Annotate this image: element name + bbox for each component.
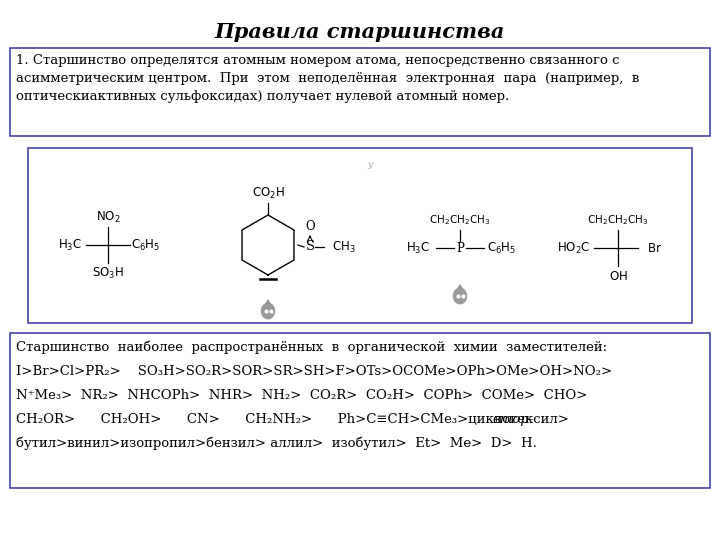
- Text: $\mathrm{CO_2H}$: $\mathrm{CO_2H}$: [251, 185, 284, 200]
- Text: P: P: [456, 241, 464, 254]
- Text: $\mathrm{C_6H_5}$: $\mathrm{C_6H_5}$: [131, 238, 161, 253]
- Text: $\mathrm{CH_2CH_2CH_3}$: $\mathrm{CH_2CH_2CH_3}$: [429, 213, 490, 227]
- Text: $\mathrm{H_3C}$: $\mathrm{H_3C}$: [58, 238, 82, 253]
- Text: Правила старшинства: Правила старшинства: [215, 22, 505, 42]
- Text: y: y: [367, 160, 373, 169]
- Text: бутил>винил>изопропил>бензил> аллил>  изобутил>  Et>  Me>  D>  H.: бутил>винил>изопропил>бензил> аллил> изо…: [16, 437, 537, 450]
- Bar: [28, 148, 692, 323]
- Text: S: S: [305, 240, 315, 253]
- Text: $\mathrm{HO_2C}$: $\mathrm{HO_2C}$: [557, 240, 590, 255]
- Text: $\mathrm{C_6H_5}$: $\mathrm{C_6H_5}$: [487, 240, 517, 255]
- Text: $\mathrm{CH_3}$: $\mathrm{CH_3}$: [332, 239, 356, 254]
- Text: $\mathrm{SO_3H}$: $\mathrm{SO_3H}$: [92, 266, 124, 281]
- Text: $\mathrm{NO_2}$: $\mathrm{NO_2}$: [96, 210, 120, 225]
- Text: N⁺Me₃>  NR₂>  NHCOPh>  NHR>  NH₂>  CO₂R>  CO₂H>  COPh>  COMe>  CHO>: N⁺Me₃> NR₂> NHCOPh> NHR> NH₂> CO₂R> CO₂H…: [16, 389, 588, 402]
- Bar: [10, 48, 710, 136]
- Text: $\mathrm{OH}$: $\mathrm{OH}$: [608, 269, 627, 282]
- Bar: [10, 333, 710, 488]
- Text: $\mathrm{Br}$: $\mathrm{Br}$: [647, 241, 662, 254]
- Text: CH₂OR>      CH₂OH>      CN>      CH₂NH₂>      Ph>C≡CH>CMe₃>циклогексил>: CH₂OR> CH₂OH> CN> CH₂NH₂> Ph>C≡CH>CMe₃>ц…: [16, 413, 569, 426]
- Text: втор-: втор-: [492, 413, 534, 426]
- Text: Старшинство  наиболее  распространённых  в  органической  химии  заместителей:: Старшинство наиболее распространённых в …: [16, 341, 607, 354]
- Ellipse shape: [261, 303, 274, 319]
- Text: $\mathrm{CH_2CH_2CH_3}$: $\mathrm{CH_2CH_2CH_3}$: [588, 213, 649, 227]
- Polygon shape: [261, 299, 274, 309]
- Text: 1. Старшинство определятся атомным номером атома, непосредственно связанного с
а: 1. Старшинство определятся атомным номер…: [16, 54, 639, 103]
- Text: $\mathrm{H_3C}$: $\mathrm{H_3C}$: [406, 240, 430, 255]
- Text: O: O: [305, 220, 315, 233]
- Text: I>Br>Cl>PR₂>    SO₃H>SO₂R>SOR>SR>SH>F>OTs>OCOMe>OPh>OMe>OH>NO₂>: I>Br>Cl>PR₂> SO₃H>SO₂R>SOR>SR>SH>F>OTs>O…: [16, 365, 612, 378]
- Ellipse shape: [454, 288, 467, 303]
- Polygon shape: [454, 284, 467, 294]
